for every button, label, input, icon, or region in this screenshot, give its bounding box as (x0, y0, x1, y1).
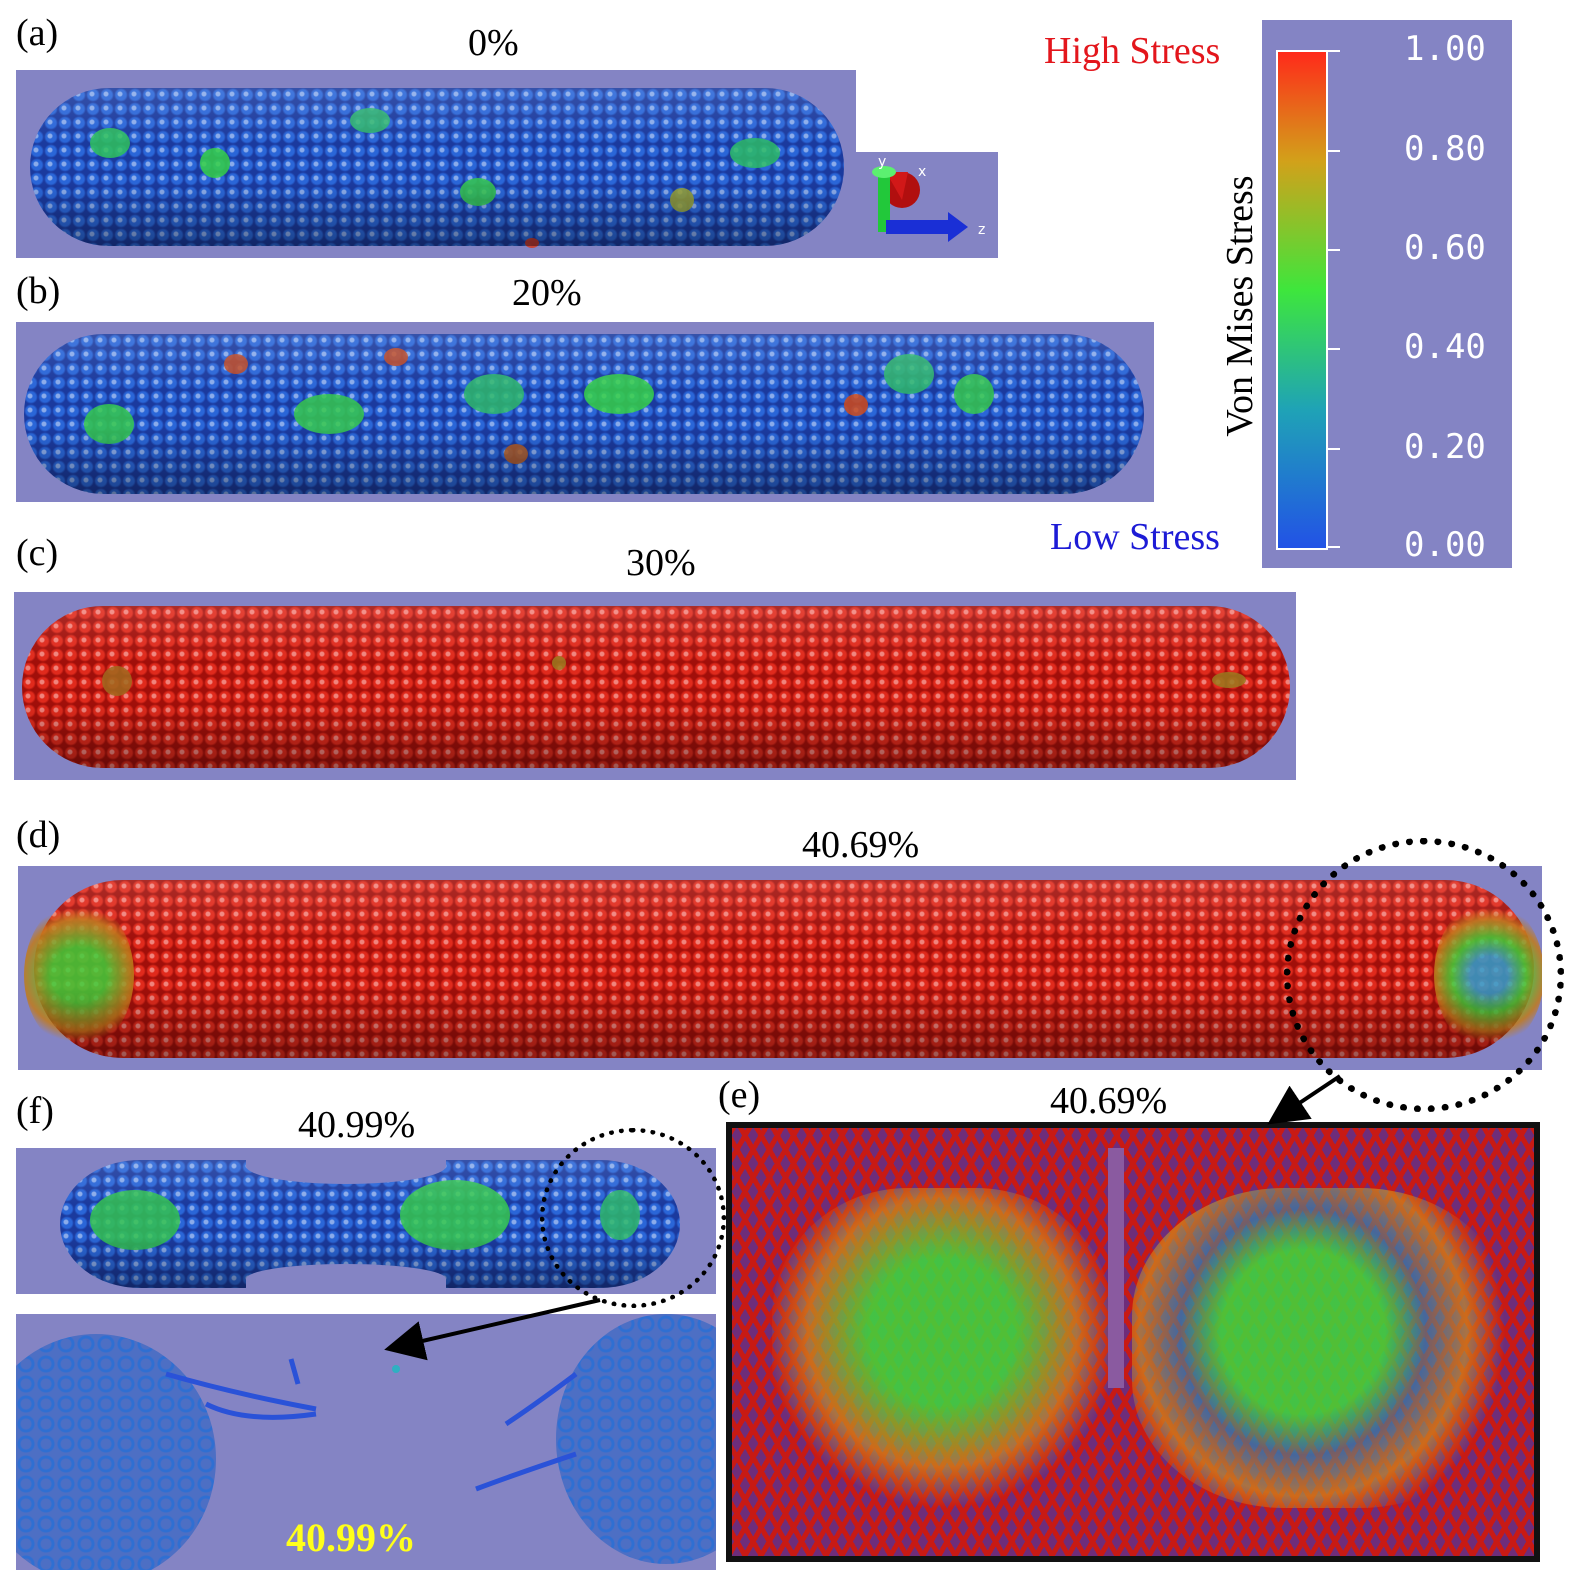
axes-triad-icon (872, 166, 968, 242)
neck-mask-bottom (246, 1264, 446, 1294)
colorbar-tick-3: 0.60 (1404, 228, 1486, 268)
colorbar-tick-5: 0.20 (1404, 427, 1486, 467)
colorbar-tick-1: 1.00 (1404, 29, 1486, 69)
panel-d-label: (d) (16, 814, 61, 856)
panel-f-label: (f) (16, 1090, 54, 1132)
panel-f-zoom: 40.99% (16, 1314, 716, 1570)
colorbar (1276, 50, 1328, 550)
panel-a-strain: 0% (468, 22, 519, 64)
legend-title: Von Mises Stress (1219, 175, 1261, 437)
axes-triad: y x z (856, 152, 998, 258)
panel-c-label: (c) (16, 532, 59, 574)
panel-d-strain: 40.69% (802, 824, 920, 866)
colorbar-tick-6: 0.00 (1404, 525, 1486, 565)
panel-c-image (14, 592, 1296, 780)
fracture-gap (1108, 1148, 1124, 1388)
panel-b-image (16, 322, 1154, 502)
panel-b-strain: 20% (512, 272, 582, 314)
panel-f-strain: 40.99% (298, 1104, 416, 1146)
axis-z-label: z (978, 222, 986, 238)
legend-high-label: High Stress (1044, 30, 1221, 72)
axis-y-label: y (878, 154, 887, 170)
panel-e-label: (e) (718, 1074, 761, 1116)
panel-f-zoom-strain: 40.99% (286, 1515, 416, 1560)
axis-x-label: x (918, 164, 927, 180)
panel-e-image (726, 1122, 1540, 1562)
stress-region-right (1132, 1188, 1512, 1508)
panel-c-strain: 30% (626, 542, 696, 584)
nanotube-b (24, 334, 1144, 494)
zoom-circle-d (1284, 838, 1564, 1112)
panel-a-image (16, 70, 856, 258)
colorbar-tick-2: 0.80 (1404, 129, 1486, 169)
colorbar-panel: 1.00 0.80 0.60 0.40 0.20 0.00 (1262, 20, 1512, 568)
colorbar-tick-4: 0.40 (1404, 327, 1486, 367)
nanotube-c (22, 606, 1290, 768)
panel-b-label: (b) (16, 270, 61, 312)
atom-chains (165, 1358, 578, 1492)
nanotube-a (30, 88, 844, 248)
panel-a-label: (a) (16, 12, 59, 54)
legend-low-label: Low Stress (1050, 516, 1220, 558)
zoom-circle-f (540, 1128, 726, 1308)
neck-mask-top (246, 1148, 446, 1184)
fractured-end-left (16, 1334, 216, 1570)
panel-e-strain: 40.69% (1050, 1080, 1168, 1122)
stress-region-left (772, 1188, 1112, 1508)
